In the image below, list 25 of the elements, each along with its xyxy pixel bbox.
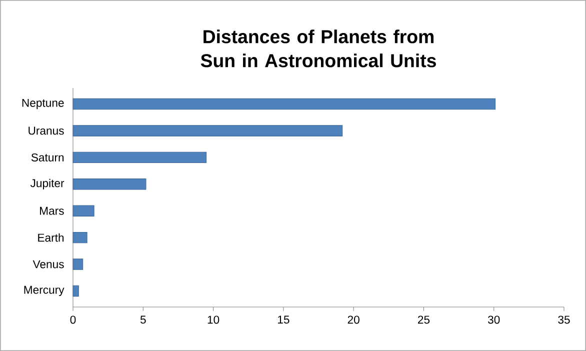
x-tick-label: 30 bbox=[488, 316, 500, 324]
bar bbox=[72, 125, 343, 136]
x-tick-label: 25 bbox=[418, 316, 430, 324]
bar bbox=[72, 98, 496, 110]
bar bbox=[72, 285, 79, 297]
x-tick-label: 15 bbox=[278, 316, 290, 324]
bar bbox=[72, 152, 207, 164]
bar bbox=[72, 205, 94, 216]
y-tick-label: Uranus bbox=[28, 126, 64, 135]
y-tick-label: Mercury bbox=[24, 286, 64, 296]
x-tick-label: 10 bbox=[208, 316, 220, 324]
y-tick-label: Earth bbox=[38, 233, 64, 242]
y-tick-label: Mars bbox=[40, 206, 64, 215]
x-tick-label: 20 bbox=[348, 316, 360, 324]
y-tick-label: Jupiter bbox=[30, 178, 64, 190]
chart-title: Distances of Planets from Sun in Astronomical Units bbox=[200, 30, 436, 68]
x-tick-label: 5 bbox=[140, 316, 146, 324]
x-tick-label: 35 bbox=[558, 316, 570, 324]
bar bbox=[72, 258, 84, 270]
y-tick-label: Neptune bbox=[22, 98, 64, 110]
y-tick-label: Saturn bbox=[31, 153, 64, 162]
bar bbox=[72, 232, 88, 244]
y-tick-label: Venus bbox=[32, 260, 64, 268]
x-tick-label: 0 bbox=[70, 316, 76, 324]
bar bbox=[72, 178, 146, 190]
